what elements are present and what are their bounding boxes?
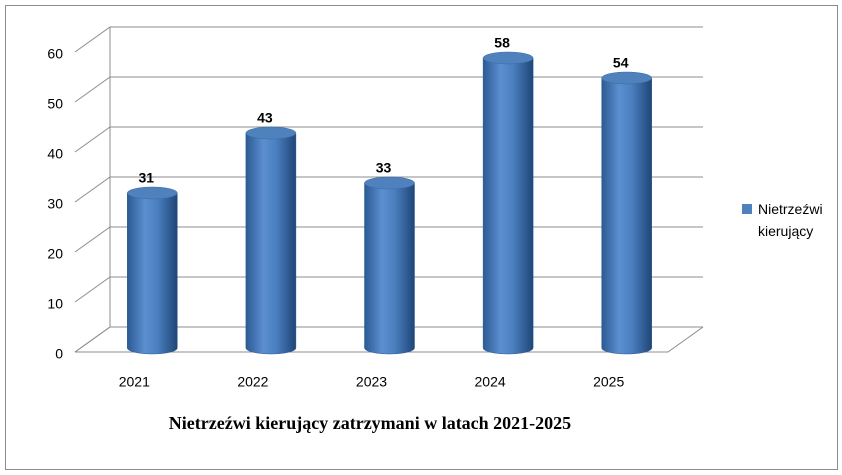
bar-top: [482, 51, 534, 65]
y-tick-label: 20: [47, 246, 63, 262]
bar-top: [364, 176, 415, 190]
y-tick-label: 10: [47, 296, 63, 312]
data-label: 33: [376, 160, 392, 176]
bar: [482, 57, 534, 355]
data-label: 31: [139, 170, 155, 186]
y-tick-label: 30: [47, 196, 63, 212]
legend-swatch: [742, 204, 752, 214]
bar-top: [245, 126, 297, 140]
x-tick-label: 2021: [119, 374, 150, 390]
y-tick-label: 60: [47, 46, 63, 62]
y-tick-label: 0: [55, 346, 63, 362]
data-label: 43: [257, 110, 273, 126]
legend-label: Nietrzeźwi kierujący: [758, 201, 823, 239]
chart-title: Nietrzeźwi kierujący zatrzymani w latach…: [169, 413, 571, 433]
bar: [127, 192, 178, 355]
x-tick-label: 2024: [475, 374, 506, 390]
x-tick-label: 2025: [593, 374, 624, 390]
y-tick-label: 50: [47, 96, 63, 112]
x-tick-label: 2022: [237, 374, 268, 390]
y-tick-label: 40: [47, 146, 63, 162]
bar-top: [127, 186, 178, 200]
data-label: 58: [494, 35, 510, 51]
bar: [245, 132, 297, 355]
bar: [601, 77, 652, 355]
data-label: 54: [613, 55, 629, 71]
bar: [364, 182, 415, 355]
x-tick-label: 2023: [356, 374, 387, 390]
grid-line: [74, 26, 703, 53]
bar-top: [601, 71, 652, 85]
